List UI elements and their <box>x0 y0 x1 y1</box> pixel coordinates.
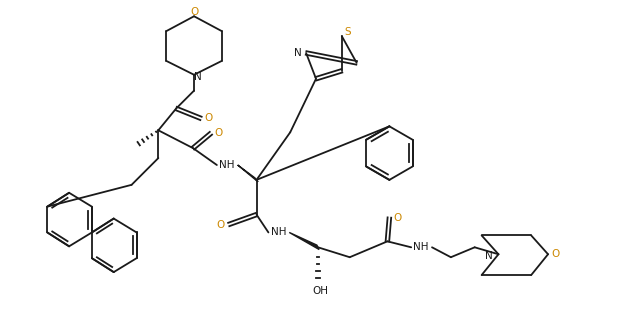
Polygon shape <box>289 232 319 250</box>
Text: O: O <box>205 114 213 123</box>
Text: NH: NH <box>219 160 235 170</box>
Text: S: S <box>344 27 351 37</box>
Text: N: N <box>484 251 493 261</box>
Text: NH: NH <box>271 227 286 237</box>
Text: O: O <box>217 219 225 229</box>
Text: O: O <box>552 249 560 259</box>
Text: OH: OH <box>312 286 328 296</box>
Polygon shape <box>238 165 258 182</box>
Text: O: O <box>190 7 198 17</box>
Text: NH: NH <box>413 242 429 252</box>
Text: O: O <box>393 213 401 222</box>
Text: O: O <box>215 128 223 138</box>
Text: N: N <box>194 72 202 82</box>
Text: N: N <box>294 48 302 58</box>
